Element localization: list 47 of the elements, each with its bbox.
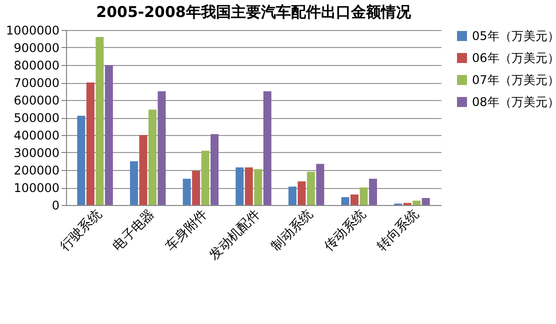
x-tick-label: 转向系统 xyxy=(374,206,422,254)
legend-label: 07年（万美元） xyxy=(472,73,556,87)
legend-label: 06年（万美元） xyxy=(472,51,556,65)
bar xyxy=(77,116,86,205)
x-tick-label: 传动系统 xyxy=(322,206,370,254)
bar xyxy=(422,198,430,205)
y-tick-label: 500000 xyxy=(14,111,60,125)
bar xyxy=(96,37,104,205)
bar xyxy=(369,178,377,205)
bar xyxy=(104,65,113,205)
bar xyxy=(86,82,94,205)
bar xyxy=(288,186,296,205)
y-tick-label: 300000 xyxy=(14,146,60,160)
bar xyxy=(360,188,368,205)
bar xyxy=(201,150,210,205)
bar xyxy=(412,200,421,205)
x-tick-label: 制动系统 xyxy=(268,206,316,254)
bar xyxy=(148,110,156,205)
bar xyxy=(316,164,324,205)
legend-label: 05年（万美元） xyxy=(472,29,556,43)
bar xyxy=(210,134,219,205)
x-tick-label: 行驶系统 xyxy=(58,206,105,254)
bar xyxy=(254,169,262,205)
bar xyxy=(158,91,166,205)
x-tick-label: 电子电器 xyxy=(110,206,158,254)
bar xyxy=(350,194,359,205)
bar xyxy=(192,170,200,205)
y-tick-label: 100000 xyxy=(14,181,60,195)
bar xyxy=(244,167,253,205)
chart-title: 2005-2008年我国主要汽车配件出口金额情况 xyxy=(96,3,412,21)
y-tick-label: 600000 xyxy=(14,94,60,108)
bar xyxy=(298,181,306,205)
bar xyxy=(306,172,315,205)
bar xyxy=(341,197,350,205)
y-tick-label: 0 xyxy=(52,198,60,212)
bar xyxy=(236,167,244,205)
bar xyxy=(139,135,148,205)
legend-label: 08年（万美元） xyxy=(472,95,556,109)
bar xyxy=(182,178,191,205)
y-tick-label: 200000 xyxy=(14,164,60,178)
bar xyxy=(263,91,272,205)
y-tick-label: 900000 xyxy=(14,41,60,55)
bar xyxy=(130,161,138,205)
y-tick-label: 1000000 xyxy=(6,24,60,38)
y-tick-label: 700000 xyxy=(14,76,60,90)
y-tick-label: 400000 xyxy=(14,128,60,142)
y-tick-label: 800000 xyxy=(14,58,60,72)
